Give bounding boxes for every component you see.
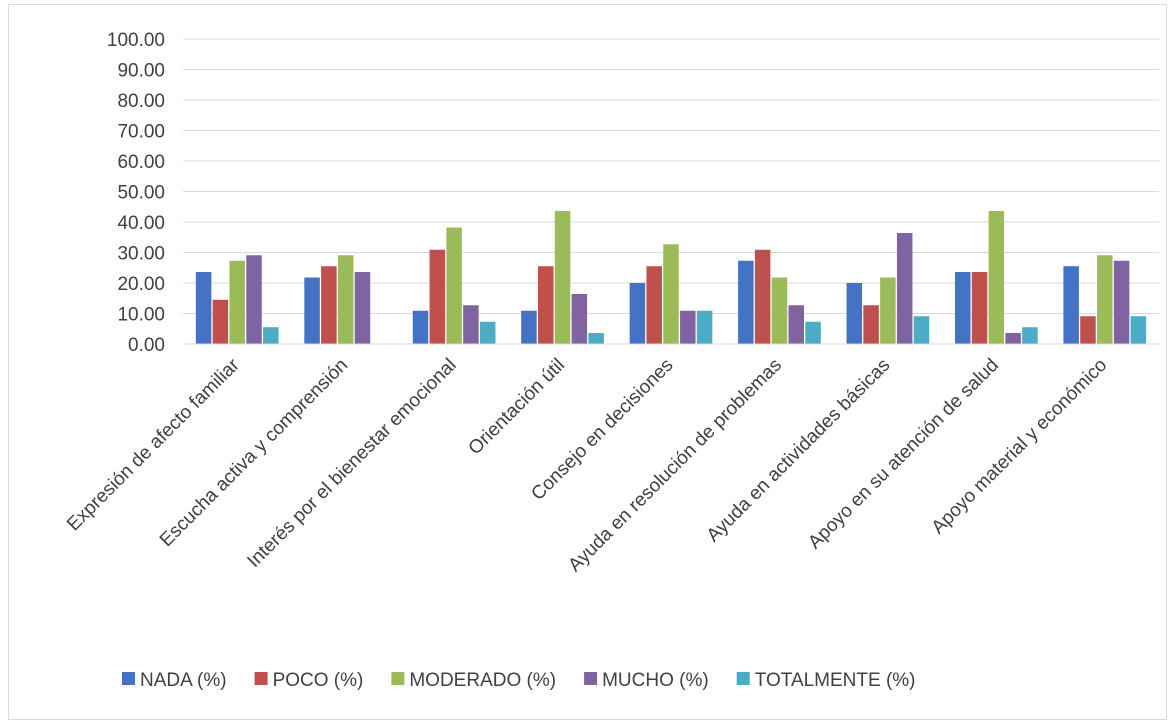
bar-nada bbox=[846, 283, 863, 344]
bar-mucho bbox=[463, 305, 479, 344]
y-tick-label: 60.00 bbox=[117, 152, 165, 173]
bar-nada bbox=[954, 272, 971, 344]
y-tick-label: 80.00 bbox=[117, 91, 165, 112]
bar-totalmente bbox=[479, 321, 496, 344]
bar-nada bbox=[1063, 266, 1079, 344]
legend-label: MUCHO (%) bbox=[602, 670, 709, 691]
legend-label: POCO (%) bbox=[273, 670, 364, 691]
bar-nada bbox=[521, 310, 537, 344]
y-axis-tick-labels: 0.00 10.00 20.00 30.00 40.00 50.00 60.00 70.00 8… bbox=[107, 30, 165, 356]
bar-totalmente bbox=[1130, 316, 1147, 344]
bar-totalmente bbox=[588, 333, 604, 344]
bars bbox=[195, 211, 1147, 344]
y-tick-label: 10.00 bbox=[117, 305, 165, 326]
x-category-label: Escucha activa y comprensión bbox=[156, 355, 352, 551]
bar-poco bbox=[429, 249, 446, 344]
legend-label: NADA (%) bbox=[140, 670, 227, 691]
bar-moderado bbox=[663, 244, 679, 344]
y-tick-label: 40.00 bbox=[117, 213, 165, 234]
x-category-label: Ayuda en resolución de problemas bbox=[564, 355, 785, 576]
bar-totalmente bbox=[805, 321, 821, 344]
bar-mucho bbox=[788, 305, 804, 344]
bar-poco bbox=[754, 249, 771, 344]
bar-mucho bbox=[246, 255, 262, 344]
legend-swatch bbox=[254, 672, 268, 685]
bar-moderado bbox=[771, 277, 788, 344]
bar-mucho bbox=[896, 232, 913, 344]
bar-moderado bbox=[229, 260, 245, 344]
bar-moderado bbox=[554, 211, 571, 344]
bar-poco bbox=[971, 272, 988, 344]
x-category-label: Apoyo en su atención de salud bbox=[804, 355, 1003, 554]
y-tick-label: 70.00 bbox=[117, 122, 165, 143]
y-tick-label: 100.00 bbox=[107, 30, 165, 51]
bar-nada bbox=[195, 272, 212, 344]
bar-totalmente bbox=[1022, 327, 1038, 344]
x-category-label: Interés por el bienestar emocional bbox=[243, 355, 460, 572]
bar-totalmente bbox=[696, 310, 713, 344]
legend-label: MODERADO (%) bbox=[409, 670, 556, 691]
bar-totalmente bbox=[263, 327, 279, 344]
bar-mucho bbox=[1113, 260, 1130, 344]
legend-swatch bbox=[736, 672, 750, 685]
x-category-label: Orientación útil bbox=[465, 355, 569, 459]
legend-swatch bbox=[391, 672, 405, 685]
bar-mucho bbox=[571, 293, 588, 344]
bar-totalmente bbox=[913, 316, 930, 344]
y-tick-label: 20.00 bbox=[117, 274, 165, 295]
y-tick-label: 90.00 bbox=[117, 61, 165, 82]
bar-mucho bbox=[1005, 333, 1021, 344]
bar-mucho bbox=[680, 310, 696, 344]
bar-nada bbox=[629, 283, 646, 344]
bar-poco bbox=[646, 266, 662, 344]
legend-swatch bbox=[122, 672, 135, 685]
bar-moderado bbox=[880, 277, 896, 344]
bar-chart: 0.00 10.00 20.00 30.00 40.00 50.00 60.00 70.00 8… bbox=[63, 30, 1159, 691]
legend-label: TOTALMENTE (%) bbox=[755, 670, 916, 691]
y-tick-label: 50.00 bbox=[117, 183, 165, 204]
bar-nada bbox=[738, 260, 754, 344]
legend-swatch bbox=[584, 672, 598, 685]
bar-mucho bbox=[354, 272, 371, 344]
bar-moderado bbox=[446, 227, 462, 344]
bar-nada bbox=[412, 310, 429, 344]
x-category-label: Apoyo material y económico bbox=[928, 355, 1112, 539]
y-tick-label: 0.00 bbox=[128, 335, 165, 356]
bar-poco bbox=[321, 266, 337, 344]
legend: NADA (%) POCO (%) MODERADO (%) MUCHO (%) TOT… bbox=[122, 670, 916, 691]
bar-poco bbox=[863, 305, 879, 344]
bar-poco bbox=[1080, 316, 1096, 344]
bar-nada bbox=[304, 277, 320, 344]
y-tick-label: 30.00 bbox=[117, 244, 165, 265]
x-category-label: Ayuda en actividades básicas bbox=[703, 355, 895, 547]
bar-moderado bbox=[988, 211, 1005, 344]
x-category-label: Expresión de afecto familiar bbox=[63, 354, 244, 535]
chart-container: 0.00 10.00 20.00 30.00 40.00 50.00 60.00 70.00 8… bbox=[8, 4, 1167, 720]
bar-moderado bbox=[337, 255, 354, 344]
bar-moderado bbox=[1097, 255, 1113, 344]
bar-poco bbox=[538, 266, 554, 344]
bar-poco bbox=[212, 299, 229, 344]
